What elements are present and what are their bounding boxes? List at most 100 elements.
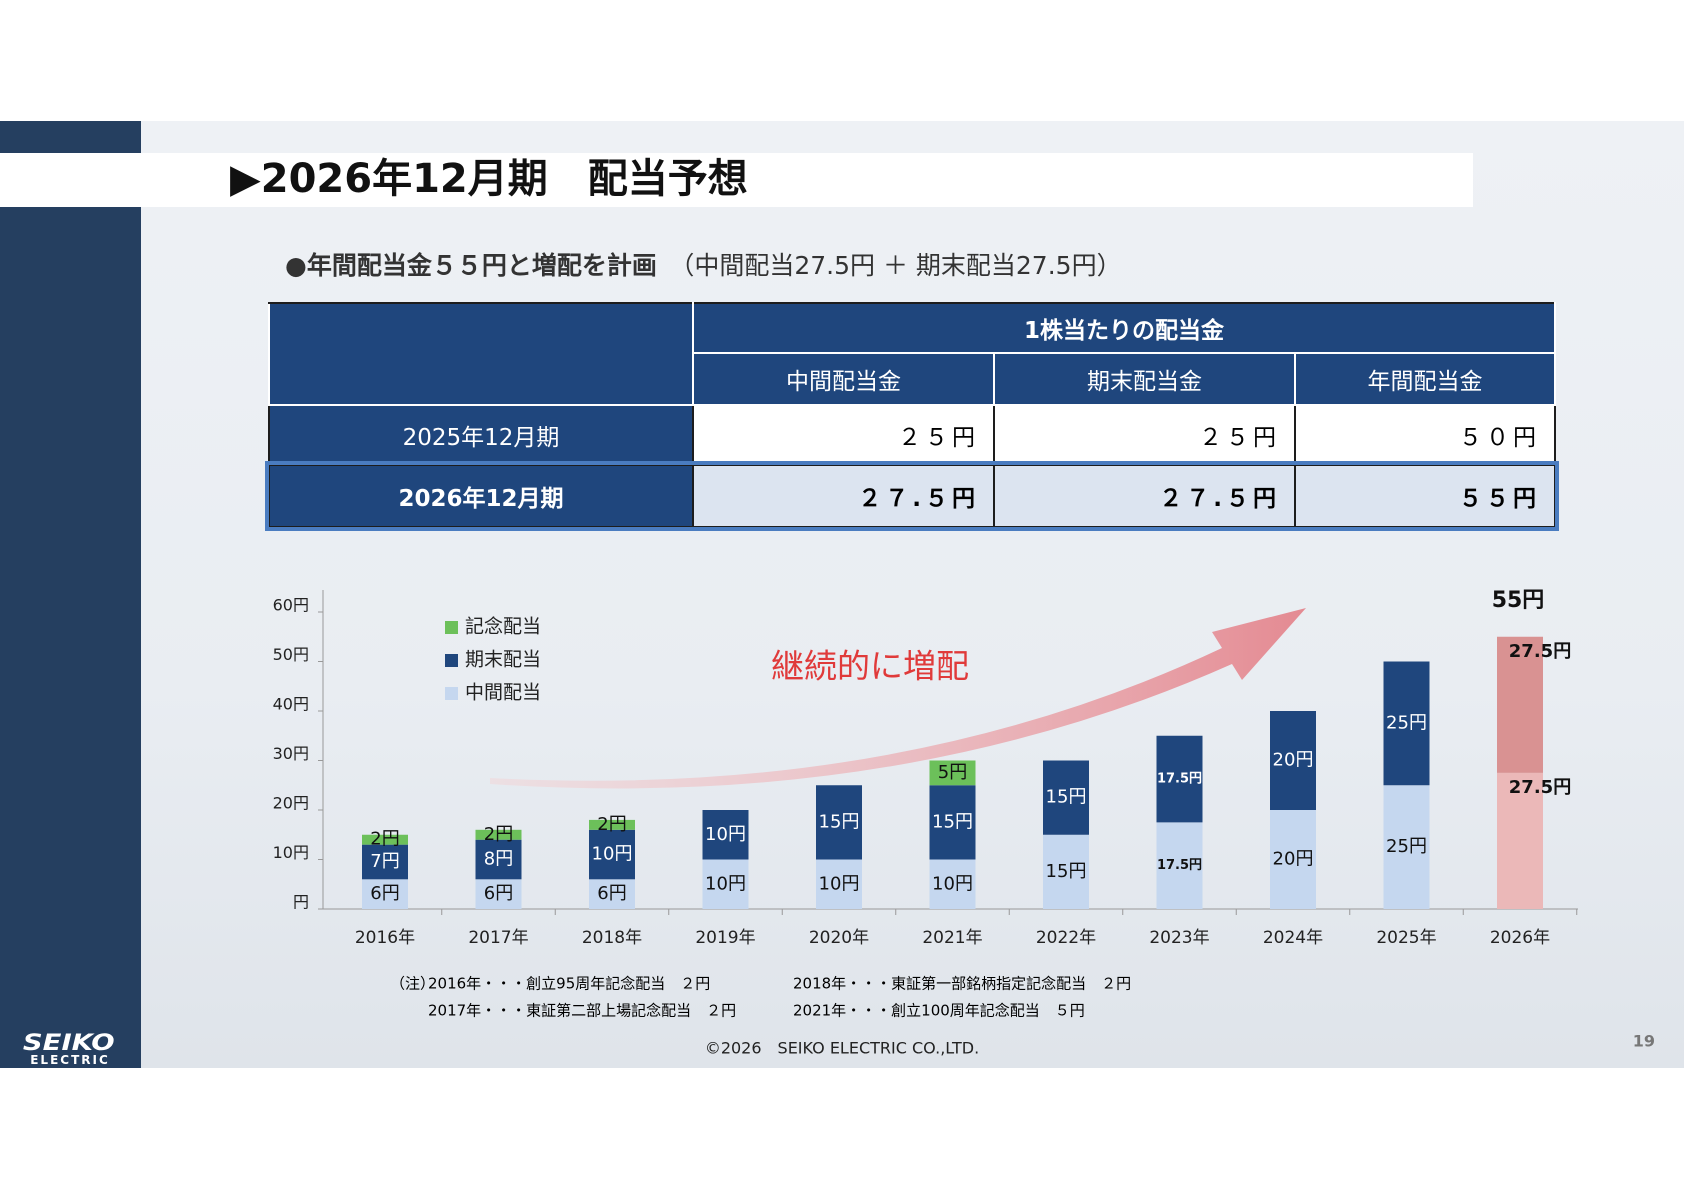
row-label: 2026年12月期 bbox=[268, 464, 694, 528]
bullet-main: ●年間配当金５５円と増配を計画 bbox=[285, 251, 657, 280]
logo: ELECTRIC bbox=[30, 1053, 110, 1067]
bar-segment bbox=[1156, 735, 1203, 823]
note: 2017年・・・東証第二部上場記念配当 ２円 bbox=[428, 1002, 736, 1020]
y-tick-label: 20円 bbox=[273, 794, 309, 813]
x-tick-label: 2024年 bbox=[1263, 928, 1323, 948]
note: 2018年・・・東証第一部銘柄指定記念配当 ２円 bbox=[793, 975, 1131, 993]
group-header: 1株当たりの配当金 bbox=[692, 302, 1556, 354]
note-prefix: （注） bbox=[390, 975, 435, 993]
dividend-table: 1株当たりの配当金 中間配当金 期末配当金 年間配当金 2025年12月期 ２５円 ２５… bbox=[265, 302, 1559, 531]
value-label: 15円 bbox=[1046, 787, 1087, 808]
y-tick-label: 10円 bbox=[273, 843, 309, 862]
slide-title: ▶2026年12月期 配当予想 bbox=[230, 156, 748, 202]
value-label: 2円 bbox=[597, 814, 626, 835]
value-label: 10円 bbox=[932, 873, 973, 894]
bar-segment bbox=[475, 879, 522, 909]
cell: ２７.５円 bbox=[992, 464, 1296, 528]
bar-segment bbox=[1383, 785, 1430, 909]
bar-segment bbox=[1497, 772, 1543, 909]
copyright: ©2026 SEIKO ELECTRIC CO.,LTD. bbox=[705, 1039, 979, 1058]
value-label: 17.5円 bbox=[1157, 772, 1202, 787]
bar-segment bbox=[589, 829, 635, 880]
bar-segment bbox=[1270, 810, 1316, 909]
value-label: 15円 bbox=[932, 811, 973, 832]
column-header: 期末配当金 bbox=[992, 352, 1296, 406]
value-label: 10円 bbox=[819, 873, 860, 894]
value-label: 20円 bbox=[1273, 849, 1314, 870]
bar-segment bbox=[362, 844, 408, 880]
value-label: 6円 bbox=[484, 883, 513, 904]
x-tick-label: 2026年 bbox=[1490, 928, 1550, 948]
legend-label: 期末配当 bbox=[465, 649, 541, 671]
legend-swatch bbox=[445, 621, 458, 634]
value-label: 10円 bbox=[705, 873, 746, 894]
value-label: 2円 bbox=[484, 824, 513, 845]
legend-label: 中間配当 bbox=[465, 682, 541, 704]
value-label: 2円 bbox=[370, 829, 399, 850]
bar-segment bbox=[1270, 711, 1316, 810]
column-header: 年間配当金 bbox=[1293, 352, 1557, 406]
legend-label: 記念配当 bbox=[465, 615, 541, 638]
bar-segment bbox=[475, 829, 522, 840]
bar-segment bbox=[702, 859, 749, 909]
bar-segment bbox=[1497, 636, 1543, 773]
page-number: 19 bbox=[1633, 1032, 1655, 1051]
value-label: 25円 bbox=[1386, 836, 1427, 857]
value-label: 20円 bbox=[1273, 750, 1314, 771]
y-tick-label: 50円 bbox=[273, 645, 309, 664]
x-tick-label: 2020年 bbox=[809, 928, 869, 948]
x-tick-label: 2025年 bbox=[1376, 928, 1436, 948]
cell: ２５円 bbox=[692, 404, 995, 466]
title-bar bbox=[0, 153, 1473, 207]
value-label: 27.5円 bbox=[1509, 641, 1571, 662]
bar-segment bbox=[475, 839, 522, 880]
total-label: 55円 bbox=[1492, 588, 1545, 613]
bar-segment bbox=[816, 859, 862, 909]
column-header: 中間配当金 bbox=[692, 352, 995, 406]
bar-segment bbox=[589, 879, 635, 909]
y-tick-label: 30円 bbox=[273, 744, 309, 763]
bar-segment bbox=[702, 810, 749, 860]
y-tick-label: 円 bbox=[293, 893, 309, 912]
bar-segment bbox=[1383, 661, 1430, 786]
value-label: 7円 bbox=[370, 851, 399, 872]
logo: SEIKO bbox=[23, 1030, 115, 1056]
x-tick-label: 2022年 bbox=[1036, 928, 1096, 948]
value-label: 27.5円 bbox=[1509, 777, 1571, 798]
value-label: 6円 bbox=[597, 883, 626, 904]
bullet-detail: （中間配当27.5円 ＋ 期末配当27.5円） bbox=[681, 251, 1122, 280]
note: 2016年・・・創立95周年記念配当 ２円 bbox=[428, 975, 710, 993]
value-label: 25円 bbox=[1386, 712, 1427, 733]
growth-arrow bbox=[490, 608, 1306, 789]
side-bar bbox=[0, 121, 141, 1068]
x-tick-label: 2019年 bbox=[695, 928, 755, 948]
value-label: 10円 bbox=[705, 824, 746, 845]
cell: ２７.５円 bbox=[692, 464, 995, 528]
value-label: 10円 bbox=[592, 844, 633, 865]
x-tick-label: 2017年 bbox=[468, 928, 528, 948]
bar-segment bbox=[362, 834, 408, 845]
annotation: 継続的に増配 bbox=[771, 647, 969, 686]
value-label: 15円 bbox=[1046, 861, 1087, 882]
bar-segment bbox=[929, 785, 976, 860]
bar-segment bbox=[1156, 822, 1203, 909]
y-tick-label: 60円 bbox=[273, 596, 309, 615]
cell: ２５円 bbox=[992, 404, 1296, 466]
bar-segment bbox=[362, 879, 408, 909]
bar-segment bbox=[929, 859, 976, 909]
cell: ５５円 bbox=[1293, 464, 1557, 528]
corner-cell bbox=[268, 302, 694, 406]
x-tick-label: 2021年 bbox=[922, 928, 982, 948]
value-label: 17.5円 bbox=[1157, 858, 1202, 873]
cell: ５０円 bbox=[1293, 404, 1557, 466]
bar-segment bbox=[1043, 760, 1089, 835]
bar-segment bbox=[929, 760, 976, 786]
bar-segment bbox=[1043, 834, 1089, 909]
bullet: ●年間配当金５５円と増配を計画 （中間配当27.5円 ＋ 期末配当27.5円） bbox=[285, 246, 1122, 282]
value-label: 5円 bbox=[938, 762, 967, 783]
x-tick-label: 2018年 bbox=[582, 928, 642, 948]
bar-segment bbox=[589, 819, 635, 830]
slide-background bbox=[0, 121, 1684, 1068]
